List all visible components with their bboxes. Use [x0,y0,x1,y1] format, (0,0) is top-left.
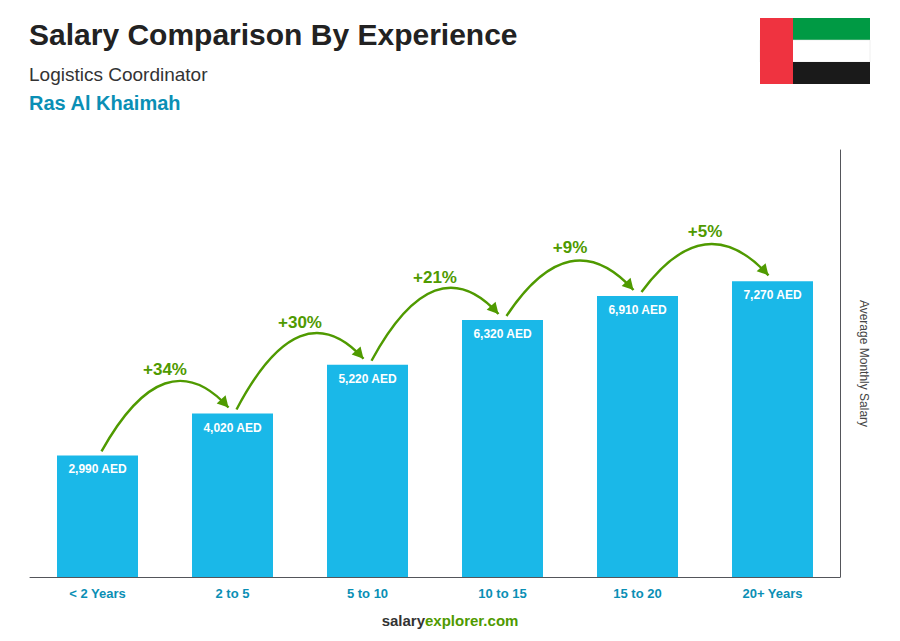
svg-text:7,270 AED: 7,270 AED [743,288,802,302]
svg-text:+9%: +9% [553,238,588,257]
svg-text:+21%: +21% [413,268,457,287]
svg-text:Salary Comparison By Experienc: Salary Comparison By Experience [29,18,518,51]
svg-text:2 to 5: 2 to 5 [216,586,250,601]
svg-text:Ras Al Khaimah: Ras Al Khaimah [29,92,181,114]
svg-text:5 to 10: 5 to 10 [347,586,388,601]
svg-text:+30%: +30% [278,313,322,332]
svg-text:15 to 20: 15 to 20 [613,586,661,601]
svg-text:salary: salary [382,612,426,629]
svg-text:20+ Years: 20+ Years [742,586,802,601]
svg-text:4,020 AED: 4,020 AED [203,421,262,435]
svg-text:6,910 AED: 6,910 AED [608,303,667,317]
svg-text:10 to 15: 10 to 15 [478,586,526,601]
svg-text:5,220 AED: 5,220 AED [338,372,397,386]
svg-text:Average Monthly Salary: Average Monthly Salary [857,300,871,427]
svg-text:6,320 AED: 6,320 AED [473,327,532,341]
svg-text:2,990 AED: 2,990 AED [68,462,127,476]
svg-text:< 2 Years: < 2 Years [69,586,126,601]
svg-text:+5%: +5% [688,222,723,241]
svg-text:explorer.com: explorer.com [425,612,518,629]
svg-text:Logistics Coordinator: Logistics Coordinator [29,64,208,85]
svg-text:+34%: +34% [143,360,187,379]
